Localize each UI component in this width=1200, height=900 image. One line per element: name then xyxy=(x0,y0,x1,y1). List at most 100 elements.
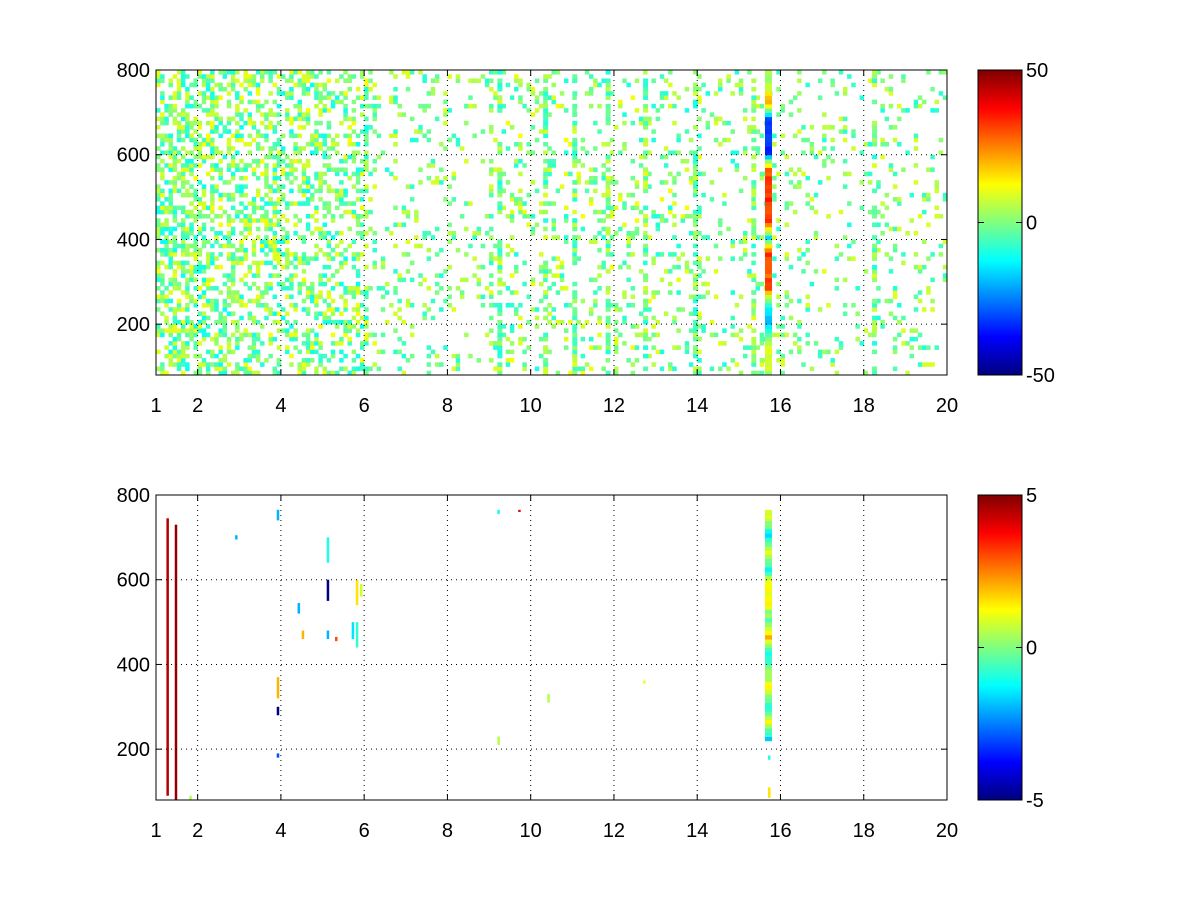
heatmap-cell xyxy=(168,247,173,253)
heatmap-cell xyxy=(201,184,207,189)
heatmap-cell xyxy=(364,366,369,372)
heatmap-cell xyxy=(726,137,731,143)
heatmap-cell xyxy=(647,298,652,304)
heatmap-cell xyxy=(722,341,727,346)
heatmap-cell xyxy=(210,188,215,194)
heatmap-cell xyxy=(185,95,190,100)
heatmap-cell xyxy=(926,362,931,367)
heatmap-cell xyxy=(930,307,935,312)
heatmap-cell xyxy=(218,70,223,75)
band-cell xyxy=(764,336,772,342)
heatmap-cell xyxy=(293,116,298,122)
band-cell xyxy=(764,239,772,245)
colorbar-tick-label: 50 xyxy=(1026,60,1048,82)
heatmap-cell xyxy=(368,171,373,177)
heatmap-cell xyxy=(355,218,361,223)
heatmap-cell xyxy=(330,353,336,359)
heatmap-cell xyxy=(239,167,244,172)
heatmap-cell xyxy=(268,243,273,249)
heatmap-cell xyxy=(185,129,190,134)
heatmap-cell xyxy=(189,324,194,329)
heatmap-cell xyxy=(543,133,549,139)
heatmap-cell xyxy=(218,222,223,228)
heatmap-cell xyxy=(226,345,232,350)
heatmap-cell xyxy=(605,269,611,274)
heatmap-cell xyxy=(872,235,878,240)
heatmap-cell xyxy=(272,370,278,376)
heatmap-cell xyxy=(330,142,336,147)
heatmap-cell xyxy=(189,103,194,109)
heatmap-cell xyxy=(276,753,280,758)
heatmap-cell xyxy=(672,252,677,257)
heatmap-cell xyxy=(218,290,223,295)
heatmap-cell xyxy=(634,332,640,338)
heatmap-cell xyxy=(272,112,278,117)
heatmap-cell xyxy=(293,103,298,109)
heatmap-cell xyxy=(643,171,649,177)
heatmap-cell xyxy=(343,188,348,194)
heatmap-cell xyxy=(434,362,440,367)
heatmap-cell xyxy=(892,197,898,202)
heatmap-cell xyxy=(193,269,198,274)
heatmap-cell xyxy=(276,150,282,156)
heatmap-cell xyxy=(805,175,810,181)
heatmap-cell xyxy=(693,175,699,181)
heatmap-cell xyxy=(276,197,282,202)
heatmap-cell xyxy=(205,86,211,92)
heatmap-cell xyxy=(680,158,686,164)
heatmap-cell xyxy=(189,252,194,257)
heatmap-cell xyxy=(314,366,319,372)
heatmap-cell xyxy=(834,243,840,249)
heatmap-cell xyxy=(214,184,219,189)
heatmap-cell xyxy=(160,74,165,79)
heatmap-cell xyxy=(643,108,649,113)
heatmap-cell xyxy=(455,286,461,291)
heatmap-cell xyxy=(251,82,257,88)
heatmap-cell xyxy=(926,167,931,172)
heatmap-cell xyxy=(551,273,556,278)
heatmap-cell xyxy=(172,103,178,109)
heatmap-cell xyxy=(405,184,411,189)
heatmap-cell xyxy=(180,260,186,266)
x-tick-label: 6 xyxy=(359,820,370,842)
heatmap-cell xyxy=(605,86,611,92)
heatmap-cell xyxy=(501,171,507,177)
heatmap-cell xyxy=(568,370,573,376)
heatmap-cell xyxy=(318,358,323,363)
heatmap-cell xyxy=(455,358,461,363)
heatmap-cell xyxy=(705,281,710,287)
heatmap-cell xyxy=(593,146,598,151)
heatmap-cell xyxy=(605,341,611,346)
heatmap-cell xyxy=(880,108,885,113)
heatmap-cell xyxy=(264,137,269,143)
heatmap-cell xyxy=(355,273,361,278)
heatmap-cell xyxy=(418,180,423,185)
heatmap-cell xyxy=(255,302,261,308)
grid-lines xyxy=(156,495,947,800)
heatmap-cell xyxy=(805,307,810,312)
heatmap-cell xyxy=(326,307,332,312)
heatmap-cell xyxy=(738,78,744,84)
heatmap-cell xyxy=(401,205,407,211)
heatmap-cell xyxy=(543,370,549,376)
heatmap-cell xyxy=(455,353,461,359)
heatmap-cell xyxy=(255,218,261,223)
heatmap-cell xyxy=(817,349,823,355)
heatmap-cell xyxy=(605,370,611,376)
heatmap-cell xyxy=(164,197,169,202)
heatmap-cell xyxy=(668,70,673,75)
heatmap-cell xyxy=(172,116,178,122)
heatmap-cell xyxy=(805,302,810,308)
heatmap-cell xyxy=(842,125,848,130)
heatmap-cell xyxy=(451,230,457,236)
heatmap-cell xyxy=(788,112,794,117)
heatmap-cell xyxy=(205,142,211,147)
heatmap-cell xyxy=(755,370,760,376)
band-cell xyxy=(764,605,772,610)
heatmap-cell xyxy=(830,362,835,367)
heatmap-cell xyxy=(838,70,844,75)
heatmap-cell xyxy=(201,243,207,249)
heatmap-cell xyxy=(905,230,910,236)
heatmap-cell xyxy=(156,78,161,84)
